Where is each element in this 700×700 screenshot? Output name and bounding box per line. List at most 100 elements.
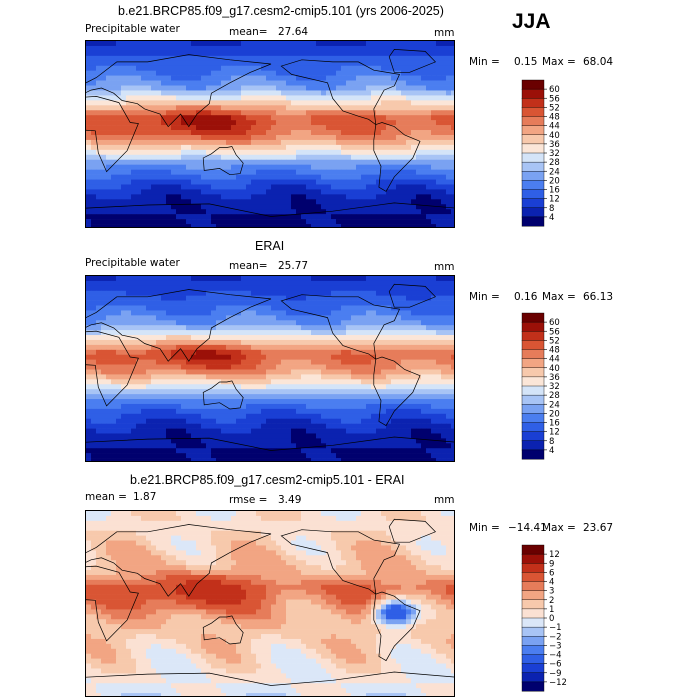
field-cell	[96, 364, 102, 370]
field-cell	[406, 364, 412, 370]
field-cell	[111, 224, 117, 227]
field-cell	[206, 290, 212, 296]
field-cell	[96, 70, 102, 76]
field-cell	[221, 60, 227, 67]
field-cell	[411, 219, 417, 225]
field-cell	[326, 379, 332, 385]
field-cell	[271, 389, 277, 395]
field-cell	[346, 144, 352, 151]
field-cell	[396, 369, 402, 375]
field-cell	[346, 199, 352, 205]
field-cell	[351, 90, 357, 96]
field-cell	[196, 60, 202, 67]
field-cell	[366, 90, 372, 96]
field-cell	[401, 369, 407, 375]
field-cell	[131, 164, 137, 170]
field-cell	[241, 399, 247, 405]
field-cell	[206, 45, 212, 52]
field-cell	[376, 135, 382, 141]
field-cell	[416, 224, 422, 227]
field-cell	[301, 169, 307, 175]
field-cell	[366, 310, 372, 316]
field-cell	[276, 189, 282, 195]
field-cell	[181, 55, 187, 62]
field-cell	[371, 70, 377, 76]
field-cell	[186, 169, 192, 175]
field-cell	[156, 339, 162, 346]
field-cell	[181, 50, 187, 57]
field-cell	[396, 280, 402, 287]
field-cell	[361, 394, 367, 400]
field-cell	[411, 224, 417, 227]
field-cell	[431, 80, 437, 86]
field-cell	[116, 144, 122, 151]
field-cell	[306, 325, 312, 331]
field-cell	[386, 154, 392, 161]
field-cell	[446, 403, 452, 410]
field-cell	[151, 194, 157, 200]
field-cell	[276, 295, 282, 301]
field-cell	[251, 41, 257, 47]
field-cell	[211, 105, 217, 111]
field-cell	[161, 219, 167, 225]
field-cell	[141, 90, 147, 96]
field-cell	[291, 276, 297, 282]
field-cell	[196, 105, 202, 111]
field-cell	[206, 184, 212, 190]
field-cell	[226, 335, 232, 341]
field-cell	[281, 224, 287, 227]
field-cell	[281, 189, 287, 195]
field-cell	[436, 130, 442, 136]
field-cell	[426, 276, 432, 282]
field-cell	[86, 55, 92, 62]
field-cell	[161, 45, 167, 52]
field-cell	[286, 219, 292, 225]
field-cell	[136, 169, 142, 175]
field-cell	[216, 120, 222, 126]
field-cell	[176, 214, 182, 220]
field-cell	[356, 159, 362, 165]
field-cell	[286, 125, 292, 131]
field-cell	[96, 174, 102, 180]
field-cell	[116, 174, 122, 180]
field-cell	[441, 179, 447, 185]
field-cell	[306, 120, 312, 126]
field-cell	[291, 354, 297, 360]
field-cell	[111, 130, 117, 136]
field-cell	[286, 95, 292, 101]
field-cell	[91, 139, 97, 146]
field-cell	[396, 80, 402, 86]
field-cell	[336, 224, 342, 227]
field-cell	[271, 130, 277, 136]
field-cell	[231, 290, 237, 296]
field-cell	[446, 325, 452, 331]
field-cell	[296, 105, 302, 111]
field-cell	[151, 60, 157, 67]
field-cell	[321, 224, 327, 227]
field-cell	[231, 295, 237, 301]
field-cell	[246, 95, 252, 101]
field-cell	[196, 85, 202, 91]
field-cell	[366, 80, 372, 86]
field-cell	[351, 285, 357, 292]
field-cell	[311, 300, 317, 306]
field-cell	[376, 80, 382, 86]
field-cell	[426, 144, 432, 151]
panel-1-colorbar-label: 16	[549, 186, 560, 196]
field-cell	[236, 320, 242, 326]
field-cell	[141, 300, 147, 306]
field-cell	[266, 80, 272, 86]
field-cell	[316, 300, 322, 306]
field-cell	[211, 359, 217, 365]
field-cell	[301, 374, 307, 380]
field-cell	[431, 55, 437, 62]
field-cell	[346, 189, 352, 195]
field-cell	[86, 45, 92, 52]
field-cell	[356, 100, 362, 106]
field-cell	[186, 276, 192, 282]
field-cell	[436, 315, 442, 321]
field-cell	[391, 389, 397, 395]
field-cell	[416, 110, 422, 116]
field-cell	[181, 199, 187, 205]
field-cell	[391, 149, 397, 156]
